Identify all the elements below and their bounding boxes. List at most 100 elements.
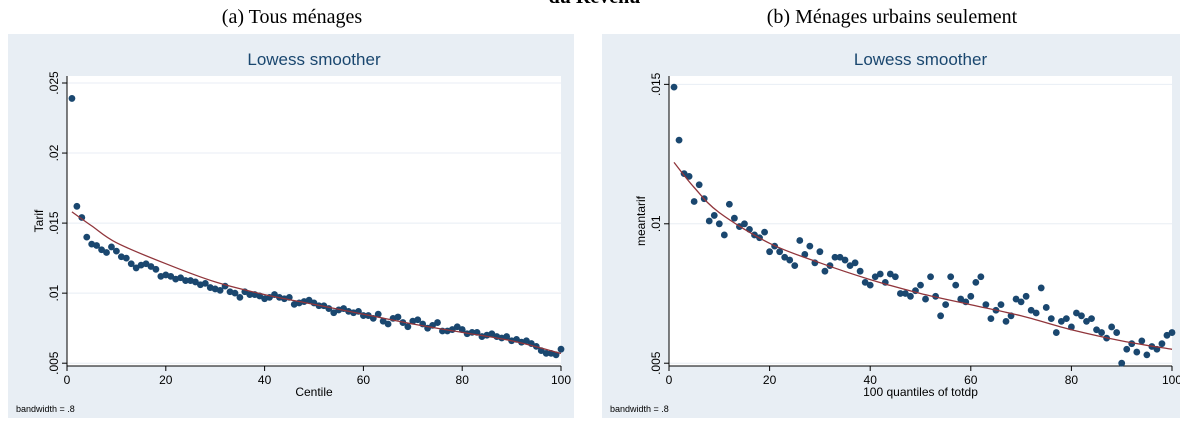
panel-a-point-99 [557,345,565,353]
panel-b-point-8 [710,212,718,219]
panel-a-point-1 [73,202,81,210]
panel-b-x-axis-label: 100 quantiles of totdp [863,385,978,399]
panel-b-point-1 [675,136,683,144]
panel-b-point-19 [766,248,773,256]
panel-b-x-tick-label-1: 20 [763,373,777,387]
panel-b-point-55 [947,273,955,281]
panel-b-point-27 [806,242,814,250]
panel-a-point-11 [122,254,130,262]
panel-b-point-38 [861,278,869,286]
panel-b-point-34 [841,256,849,264]
panel-a-point-66 [394,313,402,321]
panel-b-point-84 [1093,326,1100,334]
panel-b-point-25 [796,237,804,244]
panel-b-point-5 [695,181,703,189]
panel-b-point-72 [1032,309,1040,317]
panel-b-point-14 [741,220,748,228]
panel-a-point-36 [246,291,254,298]
panel-a-y-tick-label-2: .015 [47,211,61,235]
panel-b-point-77 [1057,317,1065,325]
panel-a-point-7 [103,249,110,256]
panel-b-point-35 [846,262,854,270]
panel-b-point-90 [1123,345,1131,353]
panel-a-point-79 [458,326,466,333]
panel-b-point-47 [907,292,914,300]
panel-b-y-tick-label-0: .005 [649,351,663,375]
panel-b-point-99 [1168,329,1176,336]
panel-b-point-97 [1158,340,1166,348]
panel-b-point-54 [942,301,950,309]
panel-a-point-23 [182,277,189,284]
panel-b-x-tick-label-0: 0 [666,373,673,387]
panel-b-x-tick-label-2: 40 [864,373,878,387]
panel-b-point-74 [1042,304,1050,311]
panel-b-point-21 [776,248,784,256]
panel-a-x-axis-label: Centile [295,385,333,399]
panel-b-point-4 [690,198,698,205]
panel-b-point-75 [1047,315,1055,322]
panel-a-point-53 [330,309,338,317]
caption-panel-a: (a) Tous ménages [221,6,363,28]
panel-b-point-65 [997,301,1005,309]
panel-b-x-tick-label-4: 80 [1065,373,1079,387]
panel-b-y-tick-label-1: .01 [649,215,663,232]
panel-a-point-78 [453,323,461,331]
panel-a-point-8 [108,243,115,251]
panel-a-point-13 [132,264,140,272]
panel-a-point-9 [113,247,120,255]
panel-a-title: Lowess smoother [247,50,381,69]
panel-b-point-22 [781,253,789,261]
panel-b-point-7 [705,217,713,225]
panel-b-point-81 [1078,312,1085,320]
panel-a-y-axis-label: Tarif [32,209,46,232]
panel-a-point-85 [488,330,496,338]
panel-b-point-10 [720,231,728,239]
panel-a-point-70 [414,316,422,324]
panel-b-point-0 [670,83,678,91]
panel-a-point-15 [142,260,150,268]
panel-b-point-62 [982,301,990,309]
panel-b-point-12 [730,214,738,222]
panel-b-point-11 [725,200,733,208]
panel-b-point-30 [821,267,829,275]
panel-b-point-98 [1163,331,1171,339]
panel-a-x-tick-label-2: 40 [258,373,272,387]
panel-b-point-82 [1083,317,1090,325]
panel-b-point-57 [957,295,965,303]
panel-b-point-94 [1143,351,1151,359]
panel-b-point-41 [876,270,884,278]
panel-a-plot-area [67,76,561,366]
panel-a-y-tick-label-0: .005 [47,351,61,375]
panel-a-point-25 [192,278,199,286]
panel-a-point-64 [384,320,392,328]
panel-b-point-78 [1062,315,1070,322]
panel-a-point-63 [379,317,387,325]
panel-b-point-60 [972,278,980,286]
panel-a-point-30 [216,286,224,294]
panel-a-point-5 [93,242,101,249]
document-heading: du Revenu [0,0,1189,9]
panel-b-point-9 [715,220,723,228]
panel-a-y-tick-label-3: .02 [47,144,61,161]
panel-a-point-68 [404,323,412,331]
panel-b-point-73 [1037,284,1045,292]
panel-a-y-tick-label-4: .025 [47,71,61,95]
panel-b-point-71 [1027,306,1035,314]
panel-b-point-44 [891,273,899,281]
panel-b-x-tick-label-3: 60 [964,373,978,387]
panel-b-y-axis-label: meantarif [634,195,648,246]
panel-b-point-43 [886,270,894,278]
panel-b-point-85 [1098,329,1105,336]
panel-a-point-88 [503,333,511,340]
panel-a-x-tick-label-1: 20 [159,373,173,387]
caption-panel-b: (b) Ménages urbains seulement [766,6,1018,28]
panel-b-point-79 [1068,323,1075,331]
panel-b-plot-area [669,76,1172,366]
panel-a-x-tick-label-0: 0 [64,373,71,387]
panel-b-point-70 [1022,292,1030,300]
panel-b-point-92 [1133,348,1141,356]
panel-b-point-68 [1012,295,1020,303]
panel-a-y-tick-label-1: .01 [47,284,61,301]
panel-a-point-74 [434,319,441,326]
panel-a-x-tick-label-4: 80 [456,373,470,387]
